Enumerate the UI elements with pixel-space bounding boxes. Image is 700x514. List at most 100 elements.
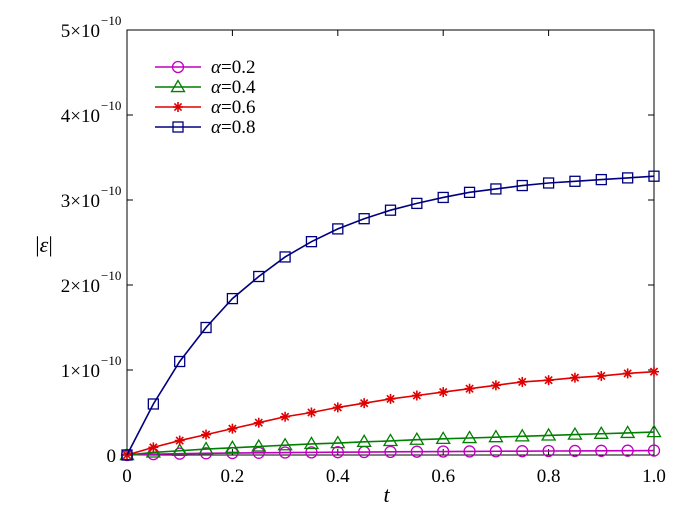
data-point <box>174 435 185 446</box>
data-point <box>305 446 318 459</box>
y-tick-mantissa: 1×10 <box>61 361 100 382</box>
x-tick-label: 0 <box>122 466 132 487</box>
legend-label: α=0.4 <box>211 77 256 98</box>
data-point <box>542 444 555 458</box>
data-point <box>516 445 529 458</box>
data-point <box>648 170 660 182</box>
data-point <box>332 402 343 413</box>
data-point <box>540 427 557 441</box>
data-point <box>251 438 267 452</box>
data-point <box>569 372 580 383</box>
data-point <box>514 428 530 442</box>
data-point <box>147 398 160 410</box>
y-tick-label: 1×10−10 <box>61 353 122 382</box>
data-point <box>172 442 188 456</box>
y-tick-mantissa: 4×10 <box>61 106 100 127</box>
data-point <box>622 172 634 184</box>
data-point <box>331 446 344 459</box>
data-point <box>145 444 161 458</box>
data-point <box>488 429 504 443</box>
y-tick-mantissa: 5×10 <box>61 21 100 42</box>
legend-marker <box>171 60 185 74</box>
data-point <box>569 175 581 187</box>
data-point <box>200 321 212 334</box>
data-point <box>621 444 634 457</box>
data-point <box>356 434 372 448</box>
x-tick-label: 0.8 <box>537 466 561 487</box>
data-point <box>463 445 476 458</box>
legend-entry: α=0.8 <box>155 117 255 138</box>
data-point <box>647 444 661 457</box>
data-point <box>278 446 292 459</box>
data-point <box>567 426 583 440</box>
y-tick-exponent: −10 <box>101 353 121 368</box>
data-point <box>463 186 476 199</box>
data-point <box>542 177 555 189</box>
x-tick-label: 1.0 <box>642 466 666 487</box>
data-point <box>305 235 318 248</box>
data-point <box>226 292 239 305</box>
data-point <box>595 173 607 186</box>
data-point <box>280 411 291 422</box>
data-point <box>410 445 424 458</box>
data-point <box>382 433 399 447</box>
y-tick-label: 3×10−10 <box>61 183 122 212</box>
data-point <box>330 435 346 449</box>
data-point <box>332 223 344 235</box>
legend-marker <box>172 121 184 133</box>
data-point <box>121 449 133 461</box>
y-tick-label: 0 <box>107 446 117 467</box>
data-point <box>201 429 212 440</box>
plot-frame <box>126 29 655 456</box>
legend-marker <box>170 79 186 93</box>
data-point <box>490 183 502 195</box>
data-point <box>649 366 659 377</box>
legend-entry: α=0.6 <box>155 97 255 118</box>
data-point <box>277 437 293 451</box>
data-point <box>384 204 397 216</box>
data-point <box>253 270 265 283</box>
data-point <box>568 444 582 458</box>
data-point <box>198 441 214 455</box>
series-line <box>126 431 655 456</box>
series-0-8 <box>121 170 660 461</box>
data-point <box>437 445 450 458</box>
y-tick-label: 5×10−10 <box>61 13 122 42</box>
legend-marker <box>173 102 183 112</box>
data-point <box>385 393 396 404</box>
legend-label: α=0.2 <box>211 57 255 78</box>
series-0-2 <box>120 444 661 462</box>
data-point <box>253 417 264 428</box>
data-point <box>596 370 607 381</box>
data-point <box>490 380 501 391</box>
data-point <box>359 398 370 409</box>
data-point <box>409 431 425 445</box>
data-point <box>437 191 449 204</box>
data-point <box>464 383 475 394</box>
y-tick-mantissa: 0 <box>107 446 117 467</box>
legend-label: α=0.6 <box>211 97 255 118</box>
legend: α=0.2α=0.4α=0.6α=0.8 <box>155 57 256 138</box>
x-tick-label: 0.6 <box>431 466 455 487</box>
data-point <box>517 376 528 387</box>
y-tick-exponent: −10 <box>101 183 121 198</box>
data-point <box>303 436 320 450</box>
data-point <box>438 387 449 398</box>
y-tick-exponent: −10 <box>101 268 121 283</box>
series-0-4 <box>119 424 662 461</box>
data-point <box>461 430 478 444</box>
legend-entry: α=0.2 <box>155 57 255 78</box>
data-point <box>411 390 422 401</box>
y-tick-mantissa: 2×10 <box>61 276 100 297</box>
data-point <box>411 197 423 210</box>
y-tick-exponent: −10 <box>101 98 121 113</box>
data-point <box>543 375 554 386</box>
data-point <box>620 425 636 439</box>
data-point <box>384 445 397 459</box>
axis-ticks: 0 0.2 0.4 0.6 0.8 1.001×10−102×10−103×10−104×… <box>61 13 666 487</box>
y-tick-label: 2×10−10 <box>61 268 122 297</box>
data-point <box>489 445 503 458</box>
data-point <box>358 213 370 225</box>
